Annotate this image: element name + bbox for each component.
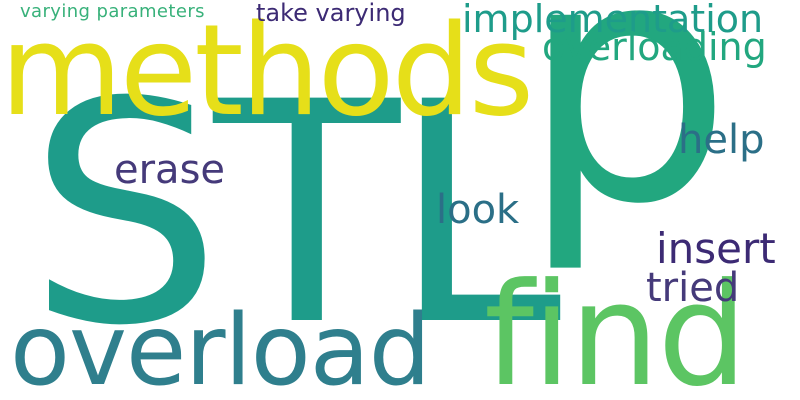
word-overload: overload (10, 294, 431, 400)
word-tried: tried (646, 265, 740, 311)
word-methods: methods (0, 0, 534, 144)
word-help: help (678, 117, 765, 163)
word-stl: STL (28, 37, 562, 392)
word-erase: erase (114, 147, 226, 193)
word-look: look (436, 187, 520, 233)
word-p: p (520, 0, 733, 278)
word-find: find (484, 253, 748, 400)
word-implementation: implementation (462, 0, 764, 41)
word-overloading: overloading (542, 25, 767, 69)
word-varying-parameters: varying parameters (20, 1, 205, 22)
word-take-varying: take varying (256, 0, 406, 27)
word-insert: insert (656, 224, 776, 273)
